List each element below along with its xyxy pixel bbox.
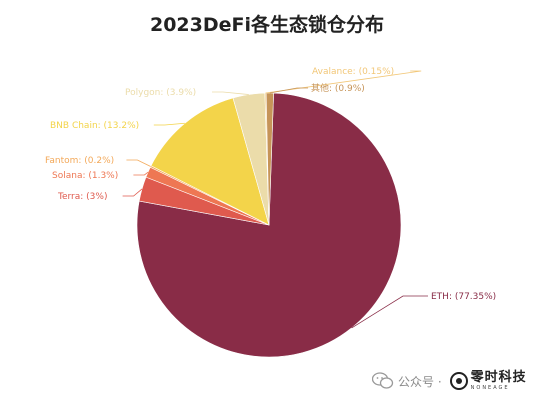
- brand-mark-icon: [449, 372, 468, 390]
- brand-sub: NONEAGE: [470, 385, 510, 391]
- slice-label-polygon: Polygon: (3.9%): [125, 88, 196, 98]
- slice-label-other: 其他: (0.9%): [311, 82, 365, 94]
- slice-label-bnb-chain: BNB Chain: (13.2%): [50, 121, 139, 131]
- leader-line-eth: [351, 295, 428, 329]
- watermark-text: 公众号 ·: [398, 374, 442, 389]
- slice-label-avalance: Avalance: (0.15%): [312, 67, 394, 77]
- leader-line-fantom: [126, 159, 151, 167]
- brand-logo: 零时科技 NONEAGE: [449, 370, 527, 391]
- wechat-icon: [372, 372, 394, 389]
- pie-slice-bnb-chain: [150, 97, 270, 226]
- chart-title: 2023DeFi各生态锁仓分布: [149, 14, 385, 36]
- leader-line-solana: [133, 171, 149, 176]
- slice-label-fantom: Fantom: (0.2%): [45, 156, 114, 166]
- brand-name: 零时科技: [470, 370, 527, 385]
- leader-line-bnb-chain: [153, 122, 185, 126]
- leader-line-terra: [122, 188, 143, 197]
- leader-line-avalance: [265, 70, 422, 94]
- slice-label-terra: Terra: (3%): [57, 192, 107, 202]
- slice-label-eth: ETH: (77.35%): [431, 292, 496, 302]
- slice-label-solana: Solana: (1.3%): [52, 171, 118, 181]
- leader-line-polygon: [212, 91, 249, 95]
- watermark: 公众号 · 零时科技 NONEAGE: [372, 368, 527, 394]
- leader-line-other: [269, 87, 308, 94]
